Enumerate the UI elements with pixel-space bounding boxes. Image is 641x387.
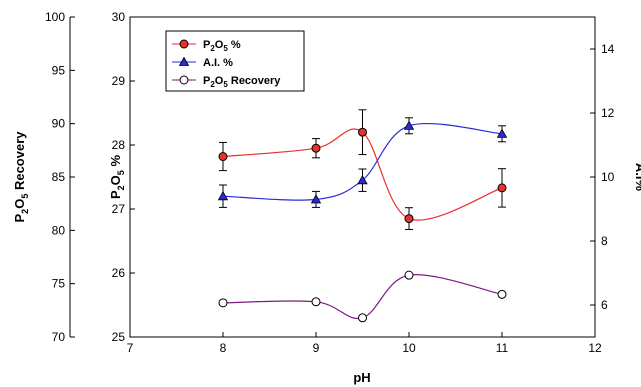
x-axis-title: pH [353,370,370,385]
data-point-p2o5-percent [404,214,414,224]
legend-box [165,30,305,92]
legend-marker-ai [178,56,190,66]
data-point-ai-percent [496,128,508,138]
inner-left-tick-label: 28 [112,138,126,152]
data-point-p2o5-recovery [358,313,367,323]
outer-left-tick-label: 70 [52,330,66,344]
legend-label-recovery: P2O5 Recovery [203,75,281,89]
data-point-p2o5-recovery [218,298,228,308]
x-tick-label: 8 [220,341,227,355]
outer-left-tick-label: 90 [52,117,66,131]
legend: P2O5 % A.I. % P2O5 Recovery [165,30,305,92]
inner-left-tick-label: 26 [112,266,126,280]
data-point-p2o5-recovery [497,289,507,299]
outer-left-tick-label: 75 [52,277,66,291]
data-point-p2o5-percent [358,127,367,137]
legend-label-p2o5: P2O5 % [203,39,241,53]
data-point-ai-percent [310,194,322,204]
data-point-p2o5-percent [218,152,228,162]
right-tick-label: 10 [601,170,615,184]
data-point-p2o5-recovery [311,297,321,307]
data-point-p2o5-recovery [404,270,414,280]
data-point-p2o5-percent [497,183,507,193]
right-tick-label: 14 [601,42,615,56]
legend-marker-recovery [179,75,189,85]
inner-left-axis-title: P2O5 % [108,155,126,199]
legend-label-ai: A.I. % [203,57,233,69]
data-point-ai-percent [357,174,368,185]
x-tick-label: 7 [127,341,134,355]
inner-left-tick-label: 27 [112,202,126,216]
inner-left-tick-label: 30 [112,10,126,24]
right-axis-title: A.I% [633,163,641,192]
outer-left-tick-label: 80 [52,223,66,237]
outer-left-tick-label: 95 [52,63,66,77]
inner-left-tick-label: 25 [112,330,126,344]
outer-left-axis-title: P2O5 Recovery [12,131,30,223]
data-point-ai-percent [403,120,415,130]
x-tick-label: 12 [588,341,602,355]
data-point-ai-percent [217,190,229,201]
right-tick-label: 12 [601,106,615,120]
legend-marker-p2o5 [179,39,189,49]
outer-left-tick-label: 85 [52,170,66,184]
outer-left-tick-label: 100 [45,10,65,24]
data-point-p2o5-percent [311,143,321,153]
x-tick-label: 11 [496,341,509,355]
x-tick-label: 10 [402,341,416,355]
series-line-p2o5-recovery [222,274,503,320]
right-tick-label: 8 [601,234,608,248]
x-tick-label: 9 [313,341,320,355]
right-tick-label: 6 [601,298,608,312]
inner-left-tick-label: 29 [112,74,126,88]
